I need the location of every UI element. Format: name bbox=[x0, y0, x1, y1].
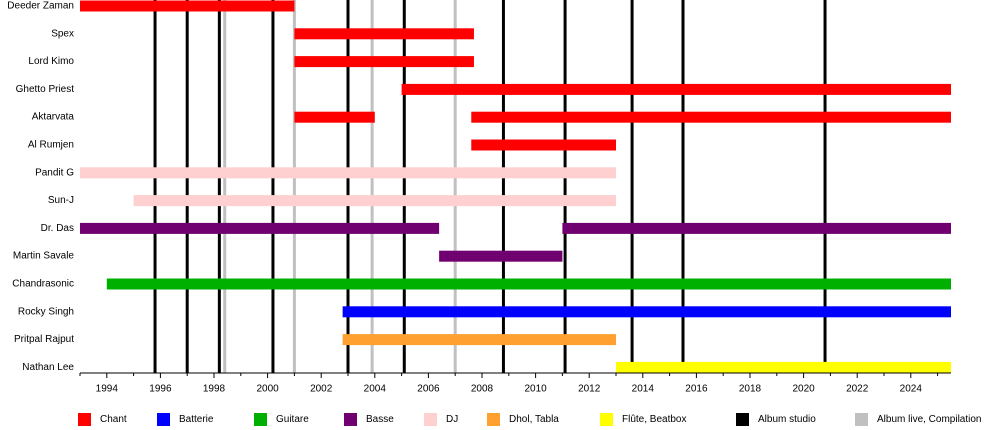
bar-pritpal-rajput-dhol bbox=[342, 334, 616, 346]
x-tick-label-2004: 2004 bbox=[364, 384, 387, 395]
legend: Chant Batterie Guitare Basse DJ Dhol, Tabla Fl… bbox=[78, 413, 982, 426]
x-tick-label-2006: 2006 bbox=[417, 384, 440, 395]
legend-label-batterie: Batterie bbox=[179, 414, 214, 425]
member-names: Deeder Zaman Spex Lord Kimo Ghetto Priest Ak… bbox=[7, 1, 74, 373]
legend-swatch-batterie bbox=[157, 413, 170, 426]
legend-label-flute: Flûte, Beatbox bbox=[622, 414, 686, 425]
member-label-pritpal-rajput: Pritpal Rajput bbox=[14, 334, 74, 345]
x-tick-label-2016: 2016 bbox=[685, 384, 708, 395]
member-label-nathan-lee: Nathan Lee bbox=[22, 362, 74, 373]
legend-swatch-dhol bbox=[487, 413, 500, 426]
bar-martin-savale-basse bbox=[439, 250, 563, 262]
x-tick-label-1998: 1998 bbox=[203, 384, 226, 395]
x-tick-label-1994: 1994 bbox=[96, 384, 119, 395]
x-axis: 1994 1996 1998 2000 2002 2004 2006 2008 2010 2012… bbox=[79, 372, 951, 395]
legend-swatch-basse bbox=[344, 413, 357, 426]
member-label-rocky-singh: Rocky Singh bbox=[18, 306, 74, 317]
x-tick-label-2018: 2018 bbox=[739, 384, 762, 395]
x-tick-label-2022: 2022 bbox=[846, 384, 869, 395]
member-label-martin-savale: Martin Savale bbox=[13, 251, 75, 262]
legend-swatch-live bbox=[855, 413, 868, 426]
bar-al-rumjen-chant bbox=[471, 139, 616, 151]
member-label-al-rumjen: Al Rumjen bbox=[28, 140, 74, 151]
x-tick-label-1996: 1996 bbox=[149, 384, 172, 395]
x-tick-label-2010: 2010 bbox=[524, 384, 547, 395]
bar-lord-kimo-chant bbox=[294, 56, 474, 68]
bar-aktarvata-chant bbox=[471, 111, 951, 123]
member-label-aktarvata: Aktarvata bbox=[32, 112, 75, 123]
member-label-lord-kimo: Lord Kimo bbox=[28, 56, 74, 67]
x-tick-label-2014: 2014 bbox=[632, 384, 655, 395]
member-label-dr-das: Dr. Das bbox=[41, 223, 74, 234]
bar-dr-das-basse bbox=[80, 222, 440, 234]
x-tick-label-2008: 2008 bbox=[471, 384, 494, 395]
legend-label-live: Album live, Compilation bbox=[877, 414, 982, 425]
legend-swatch-dj bbox=[424, 413, 437, 426]
bar-nathan-lee-flute bbox=[616, 361, 951, 373]
legend-label-dj: DJ bbox=[446, 414, 458, 425]
bar-deeder-zaman-chant bbox=[80, 0, 295, 12]
membership-bars bbox=[80, 0, 952, 373]
legend-swatch-guitare bbox=[254, 413, 267, 426]
x-tick-label-2012: 2012 bbox=[578, 384, 601, 395]
legend-swatch-chant bbox=[78, 413, 91, 426]
legend-label-basse: Basse bbox=[366, 414, 394, 425]
bar-pandit-g-dj bbox=[80, 167, 616, 179]
legend-label-dhol: Dhol, Tabla bbox=[509, 414, 559, 425]
legend-swatch-flute bbox=[600, 413, 613, 426]
bar-dr-das-basse bbox=[562, 222, 951, 234]
legend-label-chant: Chant bbox=[100, 414, 127, 425]
x-tick-label-2002: 2002 bbox=[310, 384, 333, 395]
member-label-spex: Spex bbox=[51, 28, 74, 39]
member-label-sun-j: Sun-J bbox=[48, 195, 74, 206]
member-label-ghetto-priest: Ghetto Priest bbox=[16, 84, 75, 95]
legend-label-studio: Album studio bbox=[758, 414, 816, 425]
x-tick-label-2020: 2020 bbox=[792, 384, 815, 395]
bar-chandrasonic-guitare bbox=[106, 278, 952, 290]
x-tick-label-2000: 2000 bbox=[256, 384, 279, 395]
member-label-deeder-zaman: Deeder Zaman bbox=[7, 1, 74, 12]
member-label-pandit-g: Pandit G bbox=[35, 167, 74, 178]
bar-rocky-singh-batterie bbox=[342, 306, 951, 318]
legend-swatch-studio bbox=[736, 413, 749, 426]
legend-label-guitare: Guitare bbox=[276, 414, 309, 425]
bar-sun-j-dj bbox=[133, 195, 616, 207]
bar-spex-chant bbox=[294, 28, 474, 40]
bar-ghetto-priest-chant bbox=[401, 83, 952, 95]
bar-aktarvata-chant bbox=[294, 111, 375, 123]
x-tick-label-2024: 2024 bbox=[900, 384, 923, 395]
member-label-chandrasonic: Chandrasonic bbox=[12, 279, 74, 290]
